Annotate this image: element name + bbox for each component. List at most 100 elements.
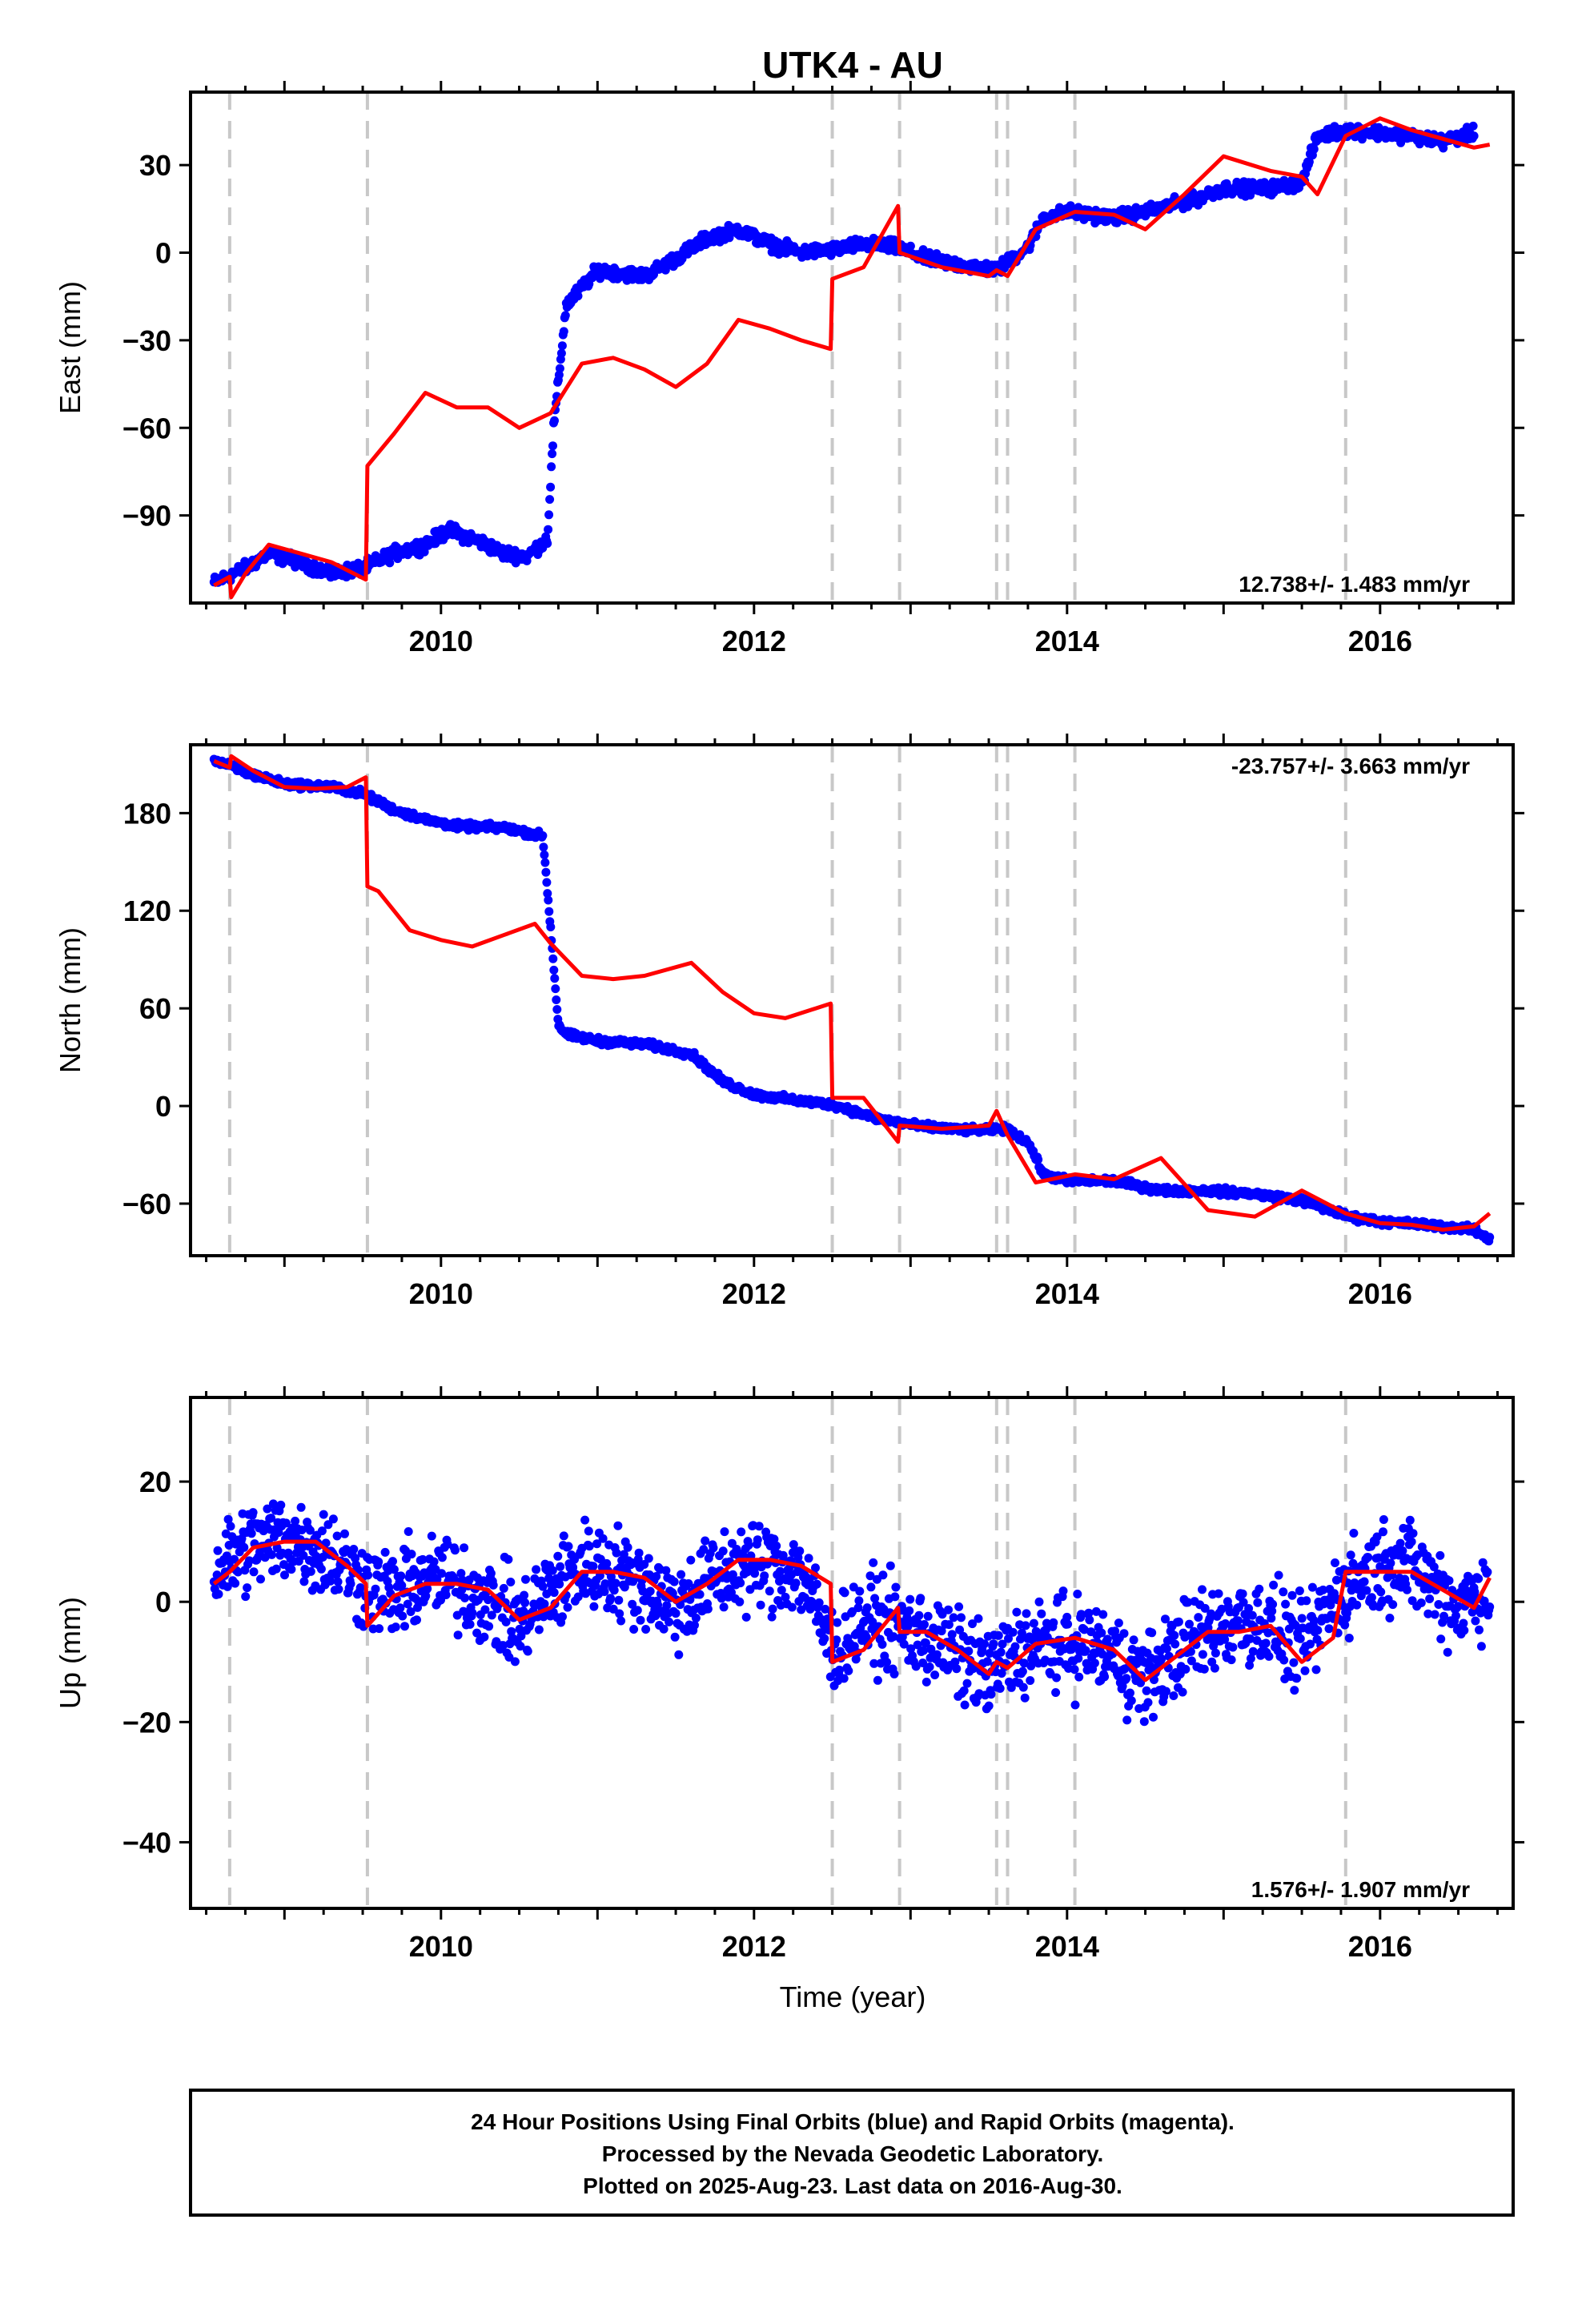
up-point [1376,1587,1386,1597]
up-point [1343,1608,1351,1618]
up-point [584,1526,593,1536]
up-point [1375,1562,1385,1571]
up-point [877,1639,887,1649]
up-point [1097,1628,1106,1638]
north-point [546,923,556,931]
up-point [523,1647,532,1656]
up-point [1234,1616,1243,1626]
up-point [889,1632,898,1642]
up-point [1012,1607,1022,1617]
up-point [391,1622,400,1632]
up-point [998,1639,1007,1649]
up-point [1098,1650,1107,1659]
up-point [548,1566,557,1575]
up-point [281,1518,291,1528]
up-point [644,1554,653,1563]
up-point [719,1602,729,1612]
up-point [652,1572,661,1581]
east-point [1469,131,1479,141]
up-point [839,1674,849,1683]
up-point [340,1529,349,1538]
up-point [256,1574,265,1584]
up-point [669,1577,679,1586]
up-point [1281,1599,1291,1609]
east-point [1439,143,1448,153]
up-point [389,1565,399,1574]
up-point [997,1669,1006,1678]
up-point [520,1590,529,1600]
east-point [385,558,395,568]
up-point [613,1521,623,1530]
up-point [501,1617,511,1626]
up-point [374,1557,383,1566]
up-point [833,1618,842,1627]
up-point [1379,1515,1388,1524]
north-point [539,842,548,852]
up-point [1346,1550,1355,1560]
up-point [1198,1650,1207,1659]
up-point [1302,1596,1311,1606]
east-ytick-label: −90 [122,500,171,533]
up-point [1122,1674,1131,1683]
east-xtick-label: 2010 [409,625,473,657]
up-point [968,1619,977,1629]
up-point [1269,1580,1279,1590]
up-point [1245,1661,1255,1670]
up-point [641,1625,651,1634]
up-point [736,1578,745,1588]
up-point [750,1569,760,1578]
up-point [741,1612,751,1622]
up-point [1118,1682,1127,1691]
up-point [753,1535,762,1545]
up-point [326,1576,335,1586]
up-point [271,1564,281,1574]
up-point [458,1575,468,1585]
up-point [1142,1686,1151,1695]
east-point [1468,121,1478,131]
up-point [296,1502,306,1512]
up-point [299,1577,309,1586]
up-point [811,1563,820,1573]
east-ytick-label: 0 [155,237,171,270]
up-point [403,1599,412,1609]
north-plot-frame [189,743,1515,1257]
east-point [545,495,555,505]
up-point [937,1626,946,1636]
up-point [791,1578,801,1588]
up-point [890,1592,900,1602]
up-point [1136,1678,1146,1687]
up-point [1362,1586,1371,1595]
up-point [614,1595,624,1605]
up-point [1174,1617,1183,1626]
up-point [889,1669,899,1679]
up-point [1198,1585,1207,1594]
up-point [592,1539,602,1549]
up-point [737,1527,746,1537]
up-point [1217,1604,1227,1614]
up-point [1126,1696,1136,1706]
up-point [563,1602,572,1612]
up-point [930,1671,940,1679]
up-point [267,1514,276,1523]
up-point [1147,1628,1157,1638]
up-point [510,1657,520,1667]
east-final-orbit-points [209,121,1479,587]
east-ytick-label: 30 [139,149,171,182]
up-point [388,1557,397,1566]
up-point [950,1657,960,1667]
up-point [1169,1691,1178,1700]
north-ytick-label: 60 [139,992,171,1025]
up-point [1051,1688,1061,1697]
up-point [662,1601,672,1610]
up-point [328,1514,338,1524]
up-point [840,1588,849,1598]
up-point [1210,1663,1219,1673]
up-point [1246,1654,1255,1663]
up-point [1352,1600,1362,1610]
up-point [1274,1570,1283,1580]
up-point [1185,1619,1194,1629]
up-point [1306,1639,1315,1649]
